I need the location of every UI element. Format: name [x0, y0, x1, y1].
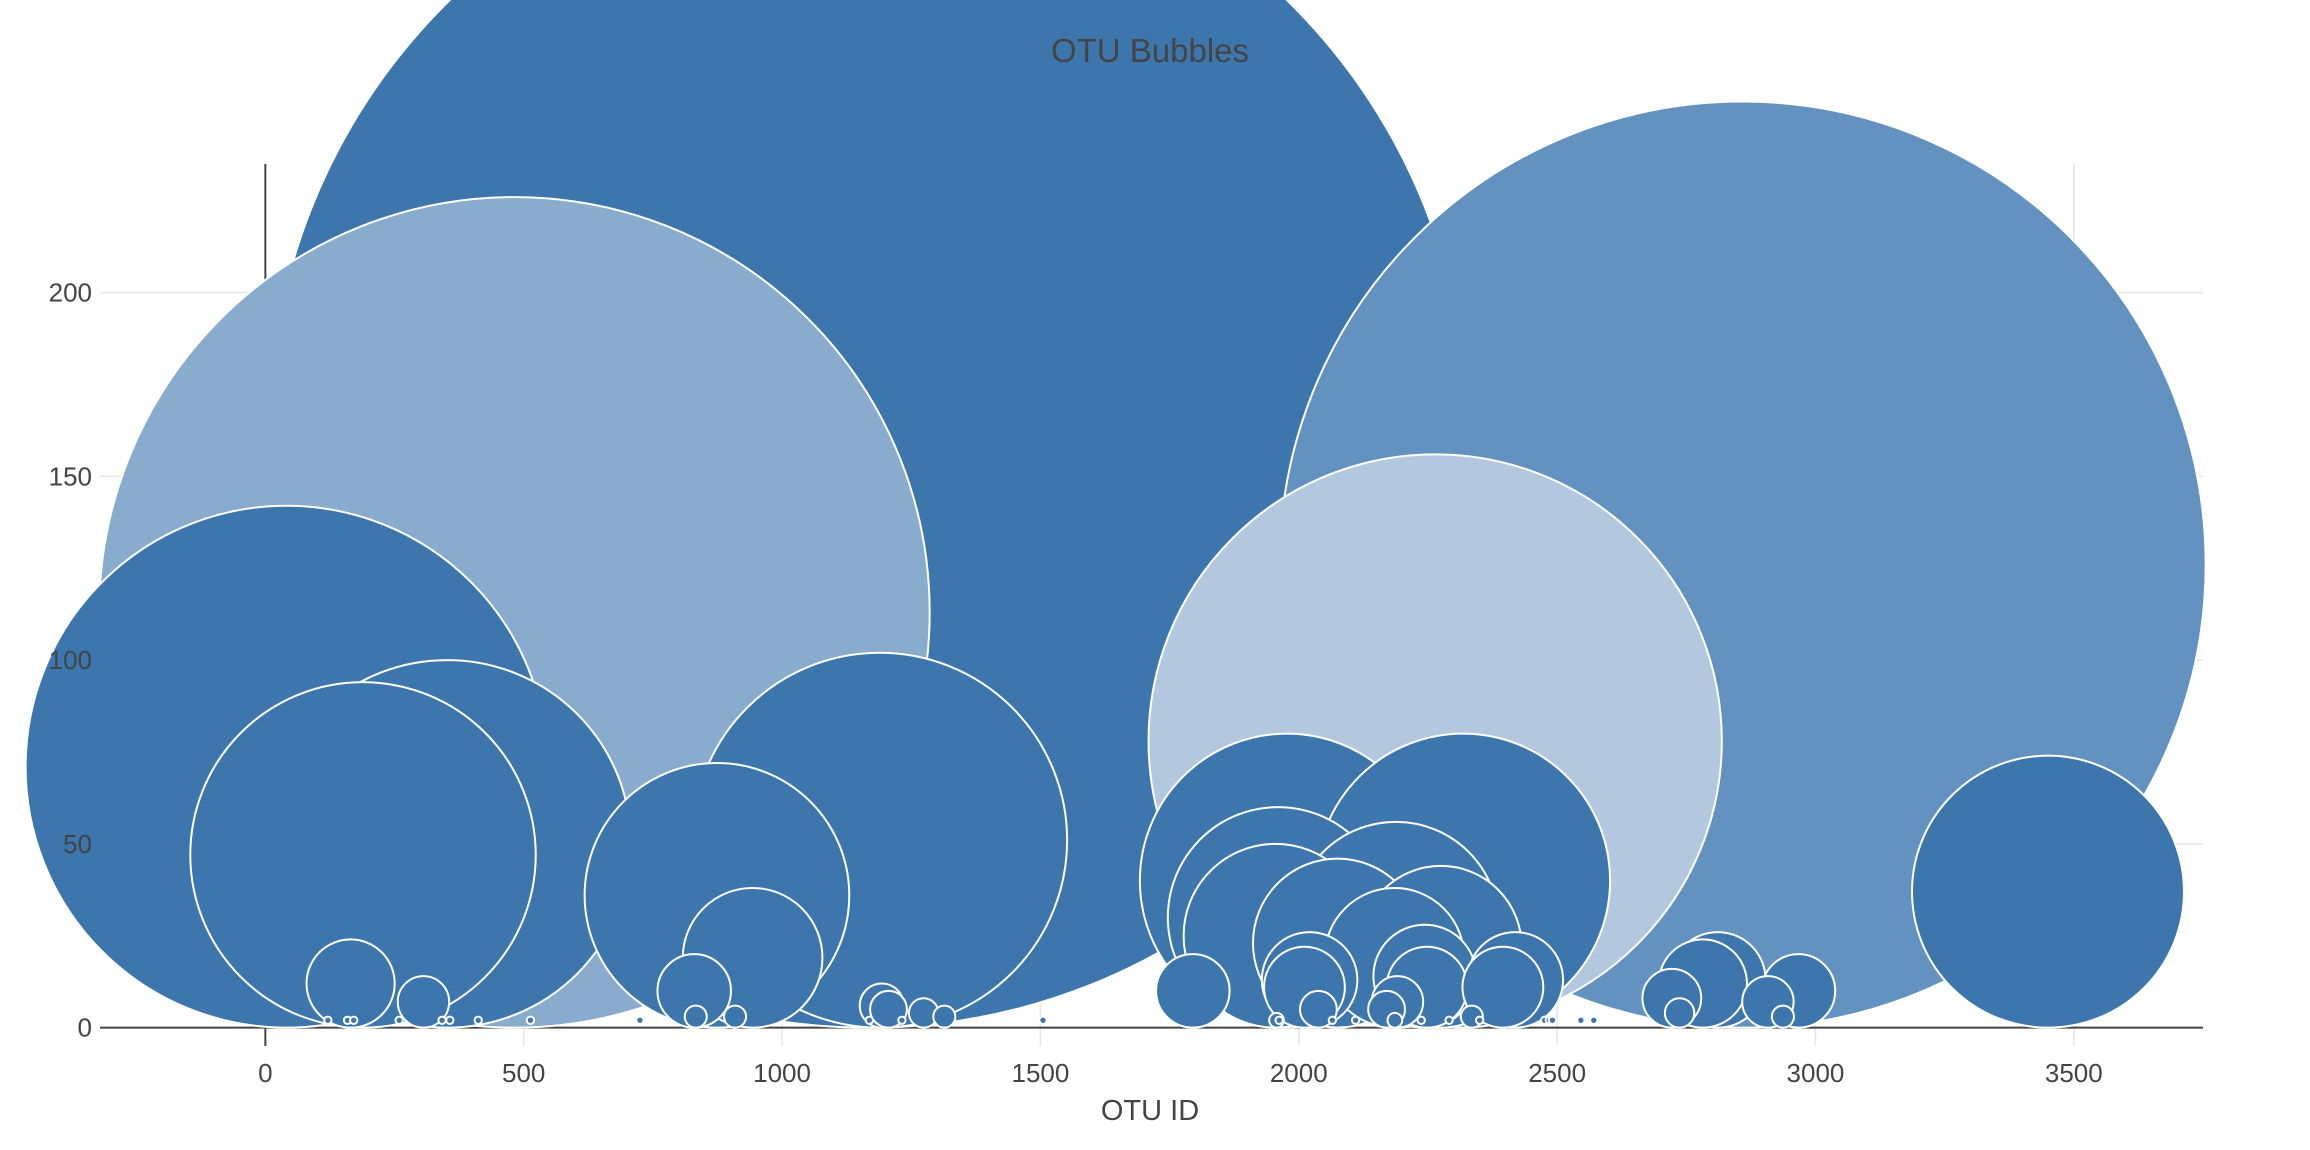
bubble-point [1770, 1004, 1795, 1029]
bubble-point [349, 1015, 359, 1025]
bubble-point [1038, 1015, 1048, 1025]
bubble-point [473, 1015, 483, 1025]
x-tick-label: 3000 [1787, 1058, 1845, 1088]
y-tick-label: 50 [63, 829, 92, 859]
bubble-point [897, 1015, 907, 1025]
y-tick-label: 150 [49, 461, 92, 491]
bubble-point [1444, 1015, 1454, 1025]
y-tick-label: 200 [49, 278, 92, 308]
x-axis-title: OTU ID [1101, 1095, 1199, 1127]
x-tick-label: 500 [502, 1058, 545, 1088]
bubble-point [1911, 754, 2185, 1029]
bubble-point [525, 1015, 536, 1025]
chart-title: OTU Bubbles [1051, 32, 1249, 69]
bubble-point [1461, 945, 1545, 1029]
bubbles [24, 0, 2207, 1029]
bubble-point [1350, 1015, 1361, 1025]
bubble-point [683, 1004, 708, 1029]
x-tick-label: 2000 [1270, 1058, 1328, 1088]
x-tick-label: 1000 [753, 1058, 811, 1088]
bubble-point [635, 1015, 645, 1025]
bubble-point [1547, 1015, 1558, 1025]
bubble-point [723, 1004, 748, 1029]
bubble-point [1327, 1015, 1338, 1025]
bubble-point [437, 1015, 447, 1025]
bubble-point [396, 975, 451, 1029]
bubble-point [1274, 1015, 1284, 1025]
bubble-point [932, 1004, 957, 1029]
y-tick-label: 0 [78, 1013, 92, 1043]
x-tick-label: 1500 [1011, 1058, 1069, 1088]
bubble-point [323, 1015, 333, 1025]
x-tick-label: 3500 [2045, 1058, 2103, 1088]
y-tick-label: 100 [49, 645, 92, 675]
bubble-point [189, 681, 537, 1029]
bubble-point [864, 1015, 875, 1025]
bubble-point [305, 938, 396, 1029]
tick-labels: 0 500 1000 1500 2000 2500 3000 3500 0 50 100 150 200 [49, 278, 2103, 1088]
bubble-point [1155, 953, 1231, 1029]
bubble-point [394, 1015, 404, 1025]
bubble-point [1589, 1015, 1599, 1025]
bubble-point [445, 1015, 455, 1025]
x-tick-label: 2500 [1528, 1058, 1586, 1088]
bubble-point [1386, 1011, 1404, 1029]
bubble-point [1576, 1015, 1586, 1025]
bubble-point [1299, 989, 1338, 1029]
bubble-point [1663, 997, 1696, 1029]
bubble-point [1474, 1015, 1485, 1025]
x-tick-label: 0 [258, 1058, 272, 1088]
bubble-point [1416, 1015, 1426, 1025]
